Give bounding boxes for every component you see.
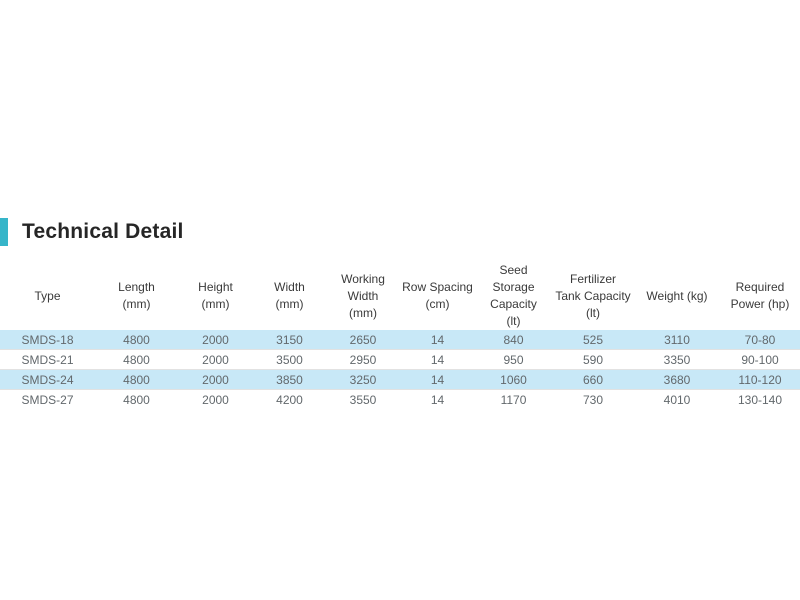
cell: 2000: [202, 372, 229, 387]
cell: 2000: [202, 332, 229, 347]
column-header: Length (mm): [118, 280, 155, 311]
cell: 4800: [123, 392, 150, 407]
row-type-cell: SMDS-18: [21, 332, 74, 347]
cell: 525: [582, 332, 604, 347]
technical-detail-table: Type Length (mm) Height (mm) Width (mm) Work…: [0, 262, 800, 409]
cell: 660: [582, 372, 604, 387]
cell: 130-140: [737, 392, 783, 407]
cell: 2000: [202, 392, 229, 407]
cell: 3680: [663, 372, 691, 387]
table-row: SMDS-21 4800 2000 3500 2950 14 950 590 3350 90-10…: [0, 350, 800, 370]
cell: 3550: [349, 392, 377, 407]
cell: 840: [503, 332, 524, 347]
cell: 14: [430, 372, 445, 387]
cell: 3850: [276, 372, 303, 387]
row-type-cell: SMDS-27: [21, 392, 74, 407]
table-header-row: Type Length (mm) Height (mm) Width (mm) Work…: [0, 262, 800, 330]
cell: 70-80: [744, 332, 776, 347]
cell: 3250: [349, 372, 377, 387]
cell: 3110: [664, 332, 690, 347]
cell: 2000: [202, 352, 229, 367]
column-header: Fertilizer Tank Capacity (lt): [555, 271, 631, 320]
column-header: Height (mm): [198, 280, 233, 311]
cell: 2650: [349, 332, 377, 347]
column-header: Weight (kg): [646, 288, 708, 303]
cell: 2950: [349, 352, 377, 367]
cell: 110-120: [738, 372, 782, 387]
cell: 4800: [123, 352, 150, 367]
row-type-cell: SMDS-24: [21, 372, 74, 387]
cell: 14: [430, 392, 445, 407]
cell: 14: [430, 332, 445, 347]
heading-accent-bar: [0, 218, 8, 246]
column-header: Type: [34, 288, 61, 303]
cell: 1170: [500, 392, 527, 407]
row-type-cell: SMDS-21: [21, 352, 74, 367]
cell: 4800: [123, 332, 150, 347]
table-row: SMDS-24 4800 2000 3850 3250 14 1060 660 3680 110-…: [0, 369, 800, 390]
column-header: Row Spacing (cm): [402, 280, 473, 311]
table-row: SMDS-27 4800 2000 4200 3550 14 1170 730 4010 130-…: [0, 390, 800, 410]
page-title: Technical Detail: [22, 220, 184, 243]
cell: 3150: [276, 332, 303, 347]
table-row: SMDS-18 4800 2000 3150 2650 14 840 525 3110 70-80: [0, 330, 800, 350]
cell: 14: [430, 352, 445, 367]
cell: 4010: [663, 392, 691, 407]
column-header: Seed Storage Capacity (lt): [490, 263, 537, 328]
column-header: Working Width (mm): [341, 271, 385, 320]
cell: 950: [503, 352, 524, 367]
cell: 730: [582, 392, 604, 407]
cell: 90-100: [741, 352, 779, 367]
section-heading: Technical Detail: [0, 218, 184, 246]
cell: 4800: [123, 372, 150, 387]
cell: 3500: [276, 352, 303, 367]
column-header: Required Power (hp): [730, 280, 790, 311]
cell: 1060: [500, 372, 527, 387]
cell: 4200: [276, 392, 303, 407]
column-header: Width (mm): [274, 280, 305, 311]
cell: 3350: [663, 352, 691, 367]
cell: 590: [582, 352, 604, 367]
